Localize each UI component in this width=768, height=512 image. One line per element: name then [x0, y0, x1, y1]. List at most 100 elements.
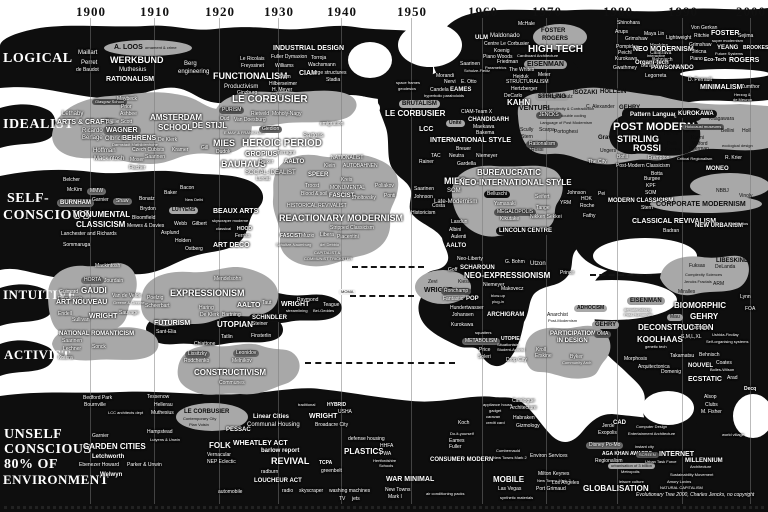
- label-calatrava: Calatrava: [650, 50, 672, 56]
- label-saarinen: Saarinen: [62, 338, 83, 344]
- label-horta: HORTA: [81, 277, 105, 284]
- label-new-delhi: New Delhi: [185, 197, 204, 202]
- label-millennium: MILLENNIUM: [685, 458, 723, 464]
- label-m-fisher: M. Fisher: [701, 409, 722, 415]
- label-leonidov: Leonidov: [233, 350, 260, 357]
- label-johnson: Johnson: [567, 190, 586, 196]
- label-fathy: Fathy: [583, 213, 596, 219]
- label-legorreta: Legorreta: [645, 73, 667, 79]
- label-hampstead: Hampstead: [147, 429, 173, 435]
- label-tessenow: Tessenow: [147, 394, 170, 400]
- label-self-organising-systems: Self-organising systems: [706, 339, 749, 344]
- label-lutyens-unwin: Lutyens & Unwin: [150, 437, 181, 442]
- blob-gaudi-gray: [48, 262, 137, 333]
- label-radio: radio: [282, 488, 294, 494]
- label-war-minimal: WAR MINIMAL: [386, 476, 435, 483]
- label-roche: Roche: [580, 203, 595, 209]
- label-hilberseimer: Hilberseimer: [269, 81, 298, 87]
- label-banham: Banham: [641, 63, 660, 69]
- label-behnisch: Behnisch: [652, 57, 673, 63]
- label-le-corbusier: LE CORBUSIER: [184, 409, 230, 415]
- label-greenbelt: greenbelt: [321, 468, 342, 474]
- label-muthesius: Muthesius: [151, 410, 174, 416]
- label-wheatley-act: WHEATLEY ACT: [233, 440, 288, 447]
- label-peichl: Peichl: [618, 50, 632, 56]
- label-e-otto: E. Otto: [461, 79, 477, 85]
- label-clubs: Clubs: [705, 402, 718, 408]
- row-label-conscious: CONSCIOUS: [4, 442, 92, 457]
- label-garnier: Garnier: [92, 197, 109, 203]
- label-g-bohm: G. Bohm: [505, 259, 525, 265]
- label-expressionism: EXPRESSIONISM: [170, 288, 245, 298]
- gap-ecstatic-a-white: [642, 391, 694, 425]
- label-lightweight: Lightweight: [666, 35, 692, 41]
- label-gehry: GEHRY: [619, 105, 641, 111]
- label-wilford: Wilford: [692, 141, 708, 147]
- label-holocaust-museums: Holocaust museums: [682, 124, 725, 130]
- label-hejduk: Hejduk: [513, 74, 529, 80]
- label-perret: Perret: [81, 60, 98, 66]
- label-tatlin: Tatlin: [221, 334, 233, 340]
- label-jencks-fractals: Jencks Fractals: [684, 279, 712, 284]
- label-welwyn: Welwyn: [100, 472, 123, 478]
- label-mckim: McKim: [67, 187, 83, 193]
- label-gill: Gill: [201, 145, 209, 151]
- label-kramer: Kramer: [172, 147, 189, 153]
- gap-1950-white: [398, 23, 462, 67]
- label-double-coding: double coding: [561, 113, 586, 118]
- label-raymond: Raymond: [297, 297, 319, 303]
- label-gadget: gadget: [489, 408, 502, 413]
- label-mobile: MOBILE: [493, 475, 525, 484]
- label-saarinen: Saarinen: [145, 154, 166, 160]
- label-organi-tech: Organi-tech: [635, 60, 669, 66]
- label-stadia: Stadia: [326, 77, 341, 83]
- label-hundertwasser: Hundertwasser: [450, 305, 484, 311]
- label-broadacre-city: Broadacre City: [315, 422, 349, 428]
- label-morphosis: Morphosis: [624, 356, 648, 362]
- label-entertainment-architecture: Entertainment Architecture: [628, 431, 676, 436]
- blob-artscrafts-gray: [52, 92, 252, 164]
- label-pattern-language: Pattern Language: [627, 111, 684, 119]
- label-decarlo: DeCarlo: [504, 93, 523, 99]
- label-maekawa: Maekawa: [473, 124, 495, 130]
- row-label-unself: UNSELF: [4, 427, 63, 442]
- label-geodesics: geodesics: [398, 86, 417, 91]
- blob-organic-wright-gray: [415, 270, 471, 304]
- label-maldonado: Maldonado: [490, 33, 520, 39]
- label-baillie-scott: Baillie Scott: [106, 119, 133, 125]
- gridline-1970: [546, 18, 547, 504]
- label-holl: Holl: [742, 128, 751, 134]
- label-libera: Libera: [320, 232, 334, 238]
- label-classical-revivalism: CLASSICAL REVIVALISM: [632, 218, 717, 225]
- label-hhfa: HHFA: [380, 443, 394, 449]
- blob-lecorb-gray: [215, 90, 357, 127]
- label-fascist: FASCIST: [329, 193, 355, 199]
- label-wright: WRIGHT: [309, 413, 338, 420]
- year-1960: 1960: [468, 4, 498, 19]
- label-ecstatic: ECSTATIC: [688, 376, 722, 383]
- label-chareau: Chareau: [272, 93, 292, 99]
- year-1980: 1980: [603, 4, 633, 19]
- label-genetic-tech: genetic tech: [645, 344, 667, 349]
- label-stirling: STIRLING: [535, 93, 569, 101]
- blob-corporate-a-gray: [690, 173, 768, 199]
- label-new-urbanism: NEW URBANISM: [695, 223, 743, 229]
- label-werkbund: WERKBUND: [110, 55, 164, 65]
- label-rogers: ROGERS: [542, 36, 569, 42]
- label-parametrics: Parametrics: [485, 65, 507, 70]
- label-de-baudot: de Baudot: [76, 67, 99, 73]
- label-aulenti: Aulenti: [451, 234, 467, 240]
- connector-dash-1: [590, 274, 652, 276]
- label-kroll: Kroll: [536, 347, 547, 353]
- label-productivism: Productivism: [224, 84, 259, 90]
- label-hoffman: Hoffman: [93, 148, 116, 154]
- blob-aloos-gray: [104, 40, 192, 56]
- blob-idealist-tube: [0, 104, 56, 148]
- label-pompidou: Pompidou: [616, 44, 639, 50]
- label-los-angeles: Los Angeles: [552, 480, 580, 486]
- label-interactive: interactive: [647, 53, 666, 58]
- label-milton-keynes: Milton Keynes: [538, 471, 570, 477]
- label-meier: Meier: [538, 72, 551, 78]
- label-scully: Scully: [520, 127, 534, 133]
- label-foa: FOA: [745, 306, 756, 312]
